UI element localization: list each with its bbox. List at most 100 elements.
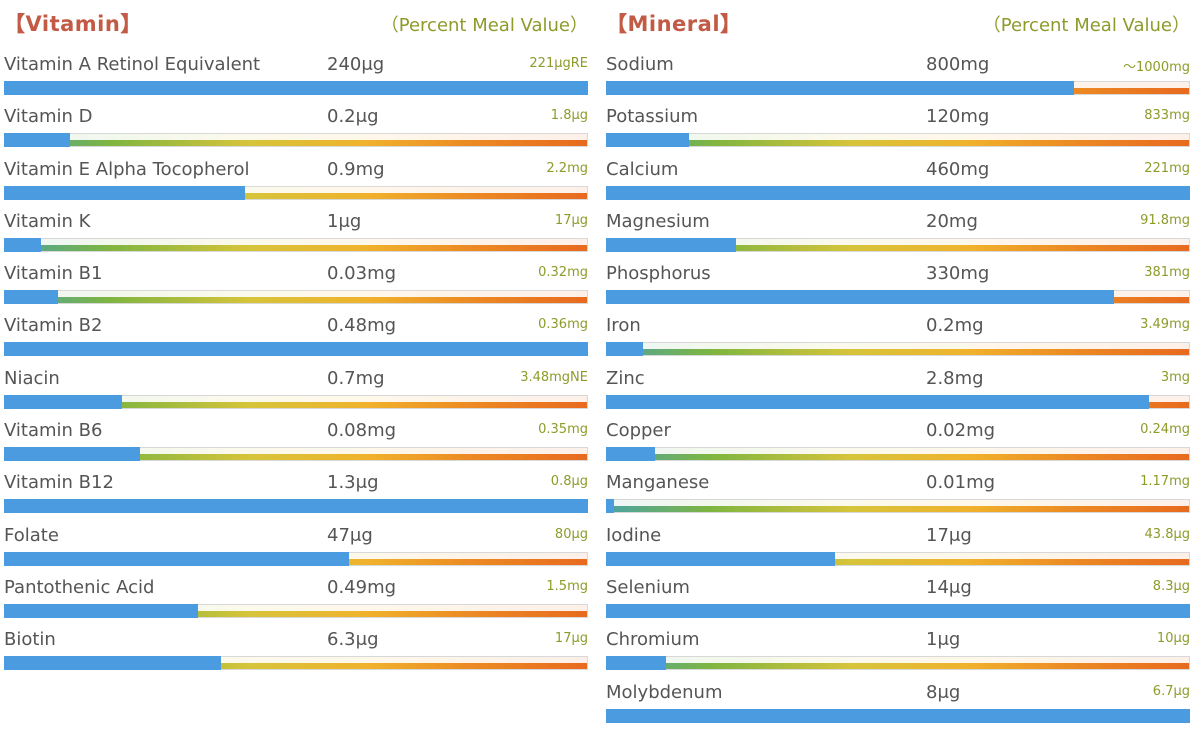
bar-fill (4, 133, 71, 148)
nutrient-amount: 0.02mg (926, 420, 996, 442)
vitamin-rows: Vitamin A Retinol Equivalent 240μg 221μgRE… (4, 52, 588, 680)
bar-fill (4, 603, 199, 618)
nutrient-name: Pantothenic Acid (4, 576, 155, 598)
bar-fill (4, 656, 222, 671)
reference-value-label: 1.5mg (546, 578, 588, 594)
nutrient-row: Niacin 0.7mg 3.48mgNE (4, 366, 588, 418)
nutrient-amount: 6.3μg (327, 629, 379, 651)
reference-value-label: 1.17mg (1140, 474, 1190, 490)
reference-value-label: 0.8μg (550, 474, 588, 490)
bar-track (606, 290, 1190, 305)
reference-value-label: 381mg (1144, 265, 1190, 281)
nutrient-name: Vitamin B1 (4, 263, 103, 285)
nutrient-name: Niacin (4, 367, 60, 389)
bar-track (606, 447, 1190, 462)
nutrient-row: Pantothenic Acid 0.49mg 1.5mg (4, 575, 588, 627)
vitamin-title: 【Vitamin】 (4, 12, 142, 36)
bar-fill (606, 290, 1115, 305)
mineral-title: 【Mineral】 (606, 12, 742, 36)
nutrient-name: Vitamin K (4, 210, 91, 232)
nutrient-row: Iodine 17μg 43.8μg (606, 523, 1190, 575)
nutrient-row: Iron 0.2mg 3.49mg (606, 313, 1190, 365)
nutrient-amount: 47μg (327, 524, 373, 546)
bar-fill (606, 656, 667, 671)
reference-value-label: 80μg (554, 526, 588, 542)
bar-fill (606, 447, 655, 462)
nutrient-amount: 0.01mg (926, 472, 996, 494)
nutrient-row: Zinc 2.8mg 3mg (606, 366, 1190, 418)
nutrient-row: Potassium 120mg 833mg (606, 104, 1190, 156)
reference-value-label: 3.48mgNE (520, 369, 588, 385)
nutrient-name: Magnesium (606, 210, 710, 232)
nutrient-amount: 800mg (926, 54, 990, 75)
nutrient-amount: 8μg (926, 681, 961, 703)
reference-value-label: 833mg (1144, 108, 1190, 124)
bar-track (606, 394, 1190, 409)
bar-track (4, 290, 588, 305)
nutrient-amount: 0.9mg (327, 158, 385, 180)
reference-value-label: 17μg (554, 212, 588, 228)
nutrient-name: Iron (606, 315, 641, 337)
bar-track (4, 133, 588, 148)
nutrient-amount: 17μg (926, 524, 972, 546)
reference-value-label: 10μg (1156, 631, 1190, 647)
bar-fill (4, 237, 41, 252)
nutrient-amount: 1μg (327, 210, 362, 232)
nutrient-row: Sodium 800mg ～1000mg (606, 52, 1190, 104)
mineral-panel: 【Mineral】 （Percent Meal Value） Sodium 800… (606, 0, 1190, 734)
nutrient-amount: 0.48mg (327, 315, 397, 337)
bar-fill (606, 394, 1150, 409)
nutrient-row: Manganese 0.01mg 1.17mg (606, 470, 1190, 522)
nutrient-amount: 240μg (327, 54, 385, 75)
nutrient-name: Iodine (606, 524, 662, 546)
nutrient-row: Calcium 460mg 221mg (606, 157, 1190, 209)
bar-track (606, 603, 1190, 618)
nutrient-row: Molybdenum 8μg 6.7μg (606, 680, 1190, 732)
reference-value-label: 91.8mg (1140, 212, 1190, 228)
nutrient-amount: 0.49mg (327, 576, 397, 598)
nutrient-row: Vitamin B12 1.3μg 0.8μg (4, 470, 588, 522)
vitamin-subtitle: （Percent Meal Value） (380, 15, 588, 36)
nutrient-name: Vitamin B12 (4, 472, 114, 494)
bar-fill (606, 133, 690, 148)
bar-track (4, 237, 588, 252)
nutrient-name: Vitamin D (4, 106, 93, 128)
nutrient-amount: 14μg (926, 576, 972, 598)
reference-value-label: 17μg (554, 631, 588, 647)
nutrient-amount: 1μg (926, 629, 961, 651)
reference-value-label: 0.35mg (538, 422, 588, 438)
reference-value-label: ～1000mg (1123, 60, 1190, 75)
bar-fill (4, 499, 588, 514)
bar-track (4, 185, 588, 200)
reference-value-label: 1.8μg (550, 108, 588, 124)
bar-track (606, 708, 1190, 723)
reference-value-label: 221μgRE (529, 56, 588, 71)
nutrient-row: Phosphorus 330mg 381mg (606, 261, 1190, 313)
vitamin-panel: 【Vitamin】 （Percent Meal Value） Vitamin A… (4, 0, 588, 734)
nutrient-name: Biotin (4, 629, 56, 651)
bar-fill (4, 551, 350, 566)
bar-fill (4, 342, 588, 357)
nutrient-row: Vitamin B2 0.48mg 0.36mg (4, 313, 588, 365)
bar-track (606, 133, 1190, 148)
reference-value-label: 0.32mg (538, 265, 588, 281)
nutrient-amount: 460mg (926, 158, 990, 180)
mineral-subtitle: （Percent Meal Value） (982, 15, 1190, 36)
bar-fill (4, 290, 59, 305)
nutrient-amount: 20mg (926, 210, 978, 232)
bar-track (4, 603, 588, 618)
nutrient-row: Vitamin B1 0.03mg 0.32mg (4, 261, 588, 313)
nutrient-name: Chromium (606, 629, 700, 651)
bar-fill (606, 551, 835, 566)
nutrient-row: Folate 47μg 80μg (4, 523, 588, 575)
reference-value-label: 2.2mg (546, 160, 588, 176)
nutrient-row: Vitamin A Retinol Equivalent 240μg 221μgRE (4, 52, 588, 104)
bar-fill (4, 185, 245, 200)
nutrient-name: Manganese (606, 472, 710, 494)
nutrient-name: Zinc (606, 367, 645, 389)
reference-value-label: 3mg (1160, 369, 1190, 385)
nutrient-name: Phosphorus (606, 263, 711, 285)
bar-track (606, 185, 1190, 200)
bar-track (606, 499, 1190, 514)
vitamin-header: 【Vitamin】 （Percent Meal Value） (4, 8, 588, 38)
